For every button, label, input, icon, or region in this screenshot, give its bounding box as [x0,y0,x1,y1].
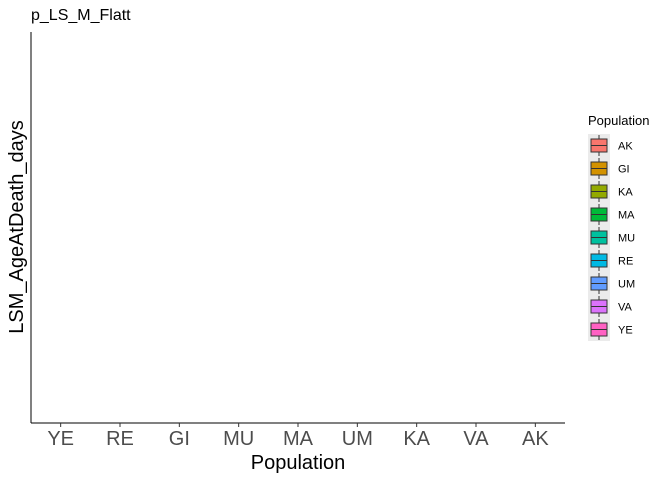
legend-entry: MU [588,226,635,249]
legend-entry: MA [588,203,635,226]
y-axis-title: LSM_AgeAtDeath_days [6,120,28,333]
legend: Population AK GI KA MA MU RE UM VA YE [588,113,649,341]
legend-label: AK [618,141,633,153]
legend-label: VA [618,302,633,314]
x-tick-label: UM [342,428,373,450]
x-axis: YE RE GI MU MA UM KA VA AK [31,422,565,450]
x-axis-title: Population [251,452,346,474]
x-tick-label: RE [106,428,134,450]
chart-title: p_LS_M_Flatt [31,7,131,24]
legend-label: UM [618,279,635,291]
x-tick-label: MA [283,428,314,450]
legend-entry: VA [588,295,633,318]
legend-entry: UM [588,272,635,295]
legend-label: GI [618,164,630,176]
x-tick-label: GI [169,428,190,450]
x-tick-label: VA [463,428,489,450]
legend-entry: YE [588,318,633,341]
legend-entries: AK GI KA MA MU RE UM VA YE [588,134,635,341]
legend-label: MU [618,233,635,245]
legend-entry: AK [588,134,633,157]
x-tick-label: YE [47,428,74,450]
x-ticks: YE RE GI MU MA UM KA VA AK [47,423,549,450]
legend-label: RE [618,256,633,268]
legend-label: YE [618,325,633,337]
legend-label: KA [618,187,633,199]
x-tick-label: MU [223,428,254,450]
legend-entry: RE [588,249,633,272]
legend-entry: KA [588,180,633,203]
legend-title: Population [588,113,649,128]
x-tick-label: AK [522,428,549,450]
legend-entry: GI [588,157,630,180]
legend-label: MA [618,210,635,222]
x-tick-label: KA [403,428,430,450]
